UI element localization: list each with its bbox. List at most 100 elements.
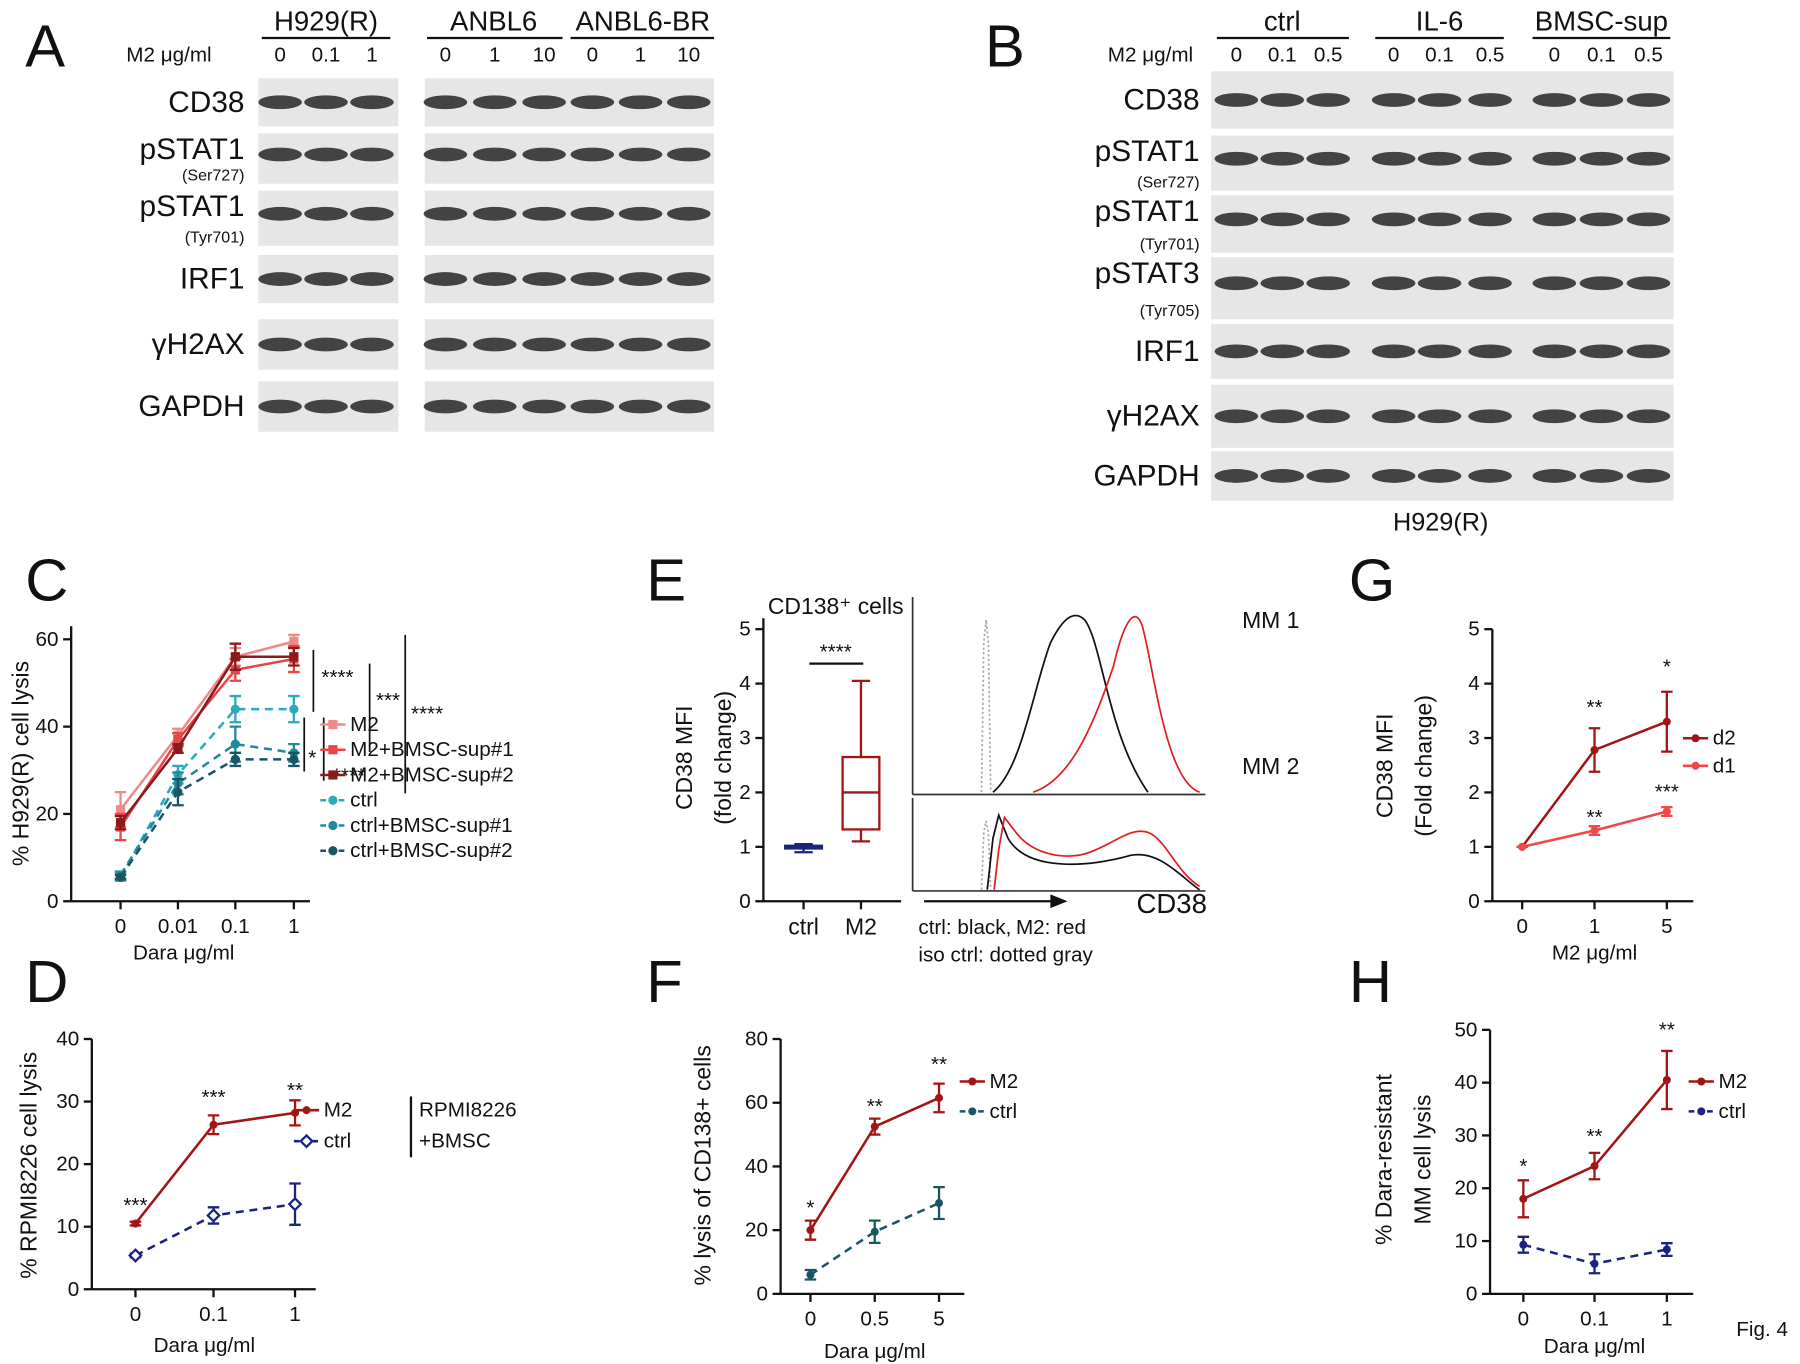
marker bbox=[328, 846, 338, 856]
band bbox=[350, 206, 394, 221]
marker bbox=[206, 1208, 221, 1223]
figure-label: Fig. 4 bbox=[1736, 1318, 1788, 1341]
band bbox=[1417, 276, 1462, 291]
band bbox=[522, 399, 566, 414]
row-sublabel: (Tyr701) bbox=[185, 229, 245, 247]
significance: *** bbox=[1655, 781, 1679, 804]
band bbox=[258, 206, 302, 221]
marker bbox=[806, 1226, 815, 1235]
marker bbox=[287, 1196, 303, 1212]
marker bbox=[173, 735, 183, 745]
y-tick-label: 80 bbox=[745, 1028, 768, 1051]
marker bbox=[173, 787, 183, 797]
band bbox=[304, 95, 348, 110]
band bbox=[1579, 409, 1624, 424]
marker bbox=[1590, 826, 1599, 835]
x-tick-label: 5 bbox=[1661, 915, 1673, 938]
band bbox=[1626, 344, 1671, 359]
y-tick-label: 0 bbox=[756, 1282, 767, 1305]
x-axis-label: Dara μg/ml bbox=[1544, 1335, 1645, 1358]
band bbox=[350, 147, 394, 162]
x-tick-label: M2 bbox=[845, 914, 877, 940]
band bbox=[423, 95, 468, 110]
band bbox=[1371, 409, 1416, 424]
chart-title: CD138⁺ cells bbox=[768, 593, 904, 619]
marker bbox=[1519, 1194, 1528, 1203]
row-label: CD38 bbox=[168, 86, 244, 119]
band bbox=[1306, 276, 1350, 291]
panel-label: D bbox=[25, 948, 68, 1015]
band bbox=[1579, 151, 1624, 166]
series-line bbox=[809, 1201, 940, 1276]
dose: 0 bbox=[274, 44, 286, 67]
row-label: pSTAT1 bbox=[140, 190, 245, 223]
band bbox=[666, 206, 711, 221]
iso-curve bbox=[980, 619, 992, 793]
band bbox=[258, 272, 302, 286]
band bbox=[666, 95, 711, 110]
significance: ** bbox=[867, 1095, 883, 1118]
x-tick-label: 0.1 bbox=[199, 1303, 228, 1326]
y-tick-label: 40 bbox=[745, 1155, 768, 1178]
y-tick-label: 20 bbox=[1454, 1177, 1477, 1200]
panel-label: E bbox=[646, 546, 686, 613]
significance: * bbox=[1519, 1155, 1527, 1178]
y-tick-label: 40 bbox=[56, 1028, 79, 1051]
band bbox=[472, 337, 517, 352]
band bbox=[618, 147, 663, 162]
x-tick-label: 0.1 bbox=[221, 915, 250, 938]
band bbox=[1260, 409, 1305, 424]
series-line bbox=[119, 742, 295, 876]
significance: ** bbox=[287, 1079, 303, 1102]
marker bbox=[289, 652, 299, 662]
marker bbox=[328, 770, 338, 780]
band bbox=[472, 95, 517, 110]
x-axis-label: Dara μg/ml bbox=[824, 1340, 925, 1363]
band bbox=[1417, 409, 1462, 424]
legend-note: RPMI8226 bbox=[419, 1099, 517, 1122]
series-line bbox=[119, 657, 295, 828]
band bbox=[304, 206, 348, 221]
blot-group: BMSC-sup bbox=[1535, 5, 1668, 36]
dose: 0.1 bbox=[1425, 44, 1454, 67]
band bbox=[570, 147, 615, 162]
band bbox=[423, 399, 468, 414]
marker bbox=[1590, 1259, 1599, 1268]
significance: **** bbox=[321, 666, 353, 689]
histogram-axis-label: CD38 bbox=[1136, 888, 1206, 919]
band bbox=[618, 399, 663, 414]
band bbox=[522, 337, 566, 352]
y-tick-label: 10 bbox=[56, 1215, 79, 1238]
panel-label: H bbox=[1349, 948, 1392, 1015]
band bbox=[1260, 344, 1305, 359]
marker bbox=[230, 652, 240, 662]
hist-arrowhead bbox=[1050, 894, 1068, 909]
y-tick-label: 1 bbox=[739, 835, 751, 858]
row-label: pSTAT1 bbox=[1095, 195, 1200, 228]
band bbox=[1306, 212, 1350, 227]
band bbox=[1371, 469, 1416, 483]
x-tick-label: 0.5 bbox=[860, 1308, 889, 1331]
y-tick-label: 5 bbox=[1468, 618, 1480, 641]
x-tick-label: 0.1 bbox=[1580, 1308, 1609, 1331]
dose: 1 bbox=[489, 44, 501, 67]
band bbox=[472, 399, 517, 414]
histogram-legend: ctrl: black, bbox=[918, 916, 1011, 939]
marker bbox=[1662, 1245, 1671, 1254]
band bbox=[1260, 93, 1305, 107]
marker bbox=[128, 1248, 143, 1263]
band bbox=[522, 147, 566, 162]
significance: ** bbox=[1586, 696, 1602, 719]
band bbox=[1468, 469, 1512, 483]
x-tick-label: 1 bbox=[1661, 1308, 1673, 1331]
histograms bbox=[911, 597, 1206, 909]
y-tick-label: 0 bbox=[68, 1278, 80, 1301]
row-label: pSTAT1 bbox=[1095, 135, 1200, 168]
dose: 0 bbox=[1231, 44, 1243, 67]
marker bbox=[1691, 734, 1700, 743]
band bbox=[1468, 276, 1512, 291]
marker bbox=[1662, 717, 1671, 726]
marker bbox=[289, 704, 299, 714]
significance: **** bbox=[820, 641, 852, 664]
marker bbox=[115, 804, 126, 815]
